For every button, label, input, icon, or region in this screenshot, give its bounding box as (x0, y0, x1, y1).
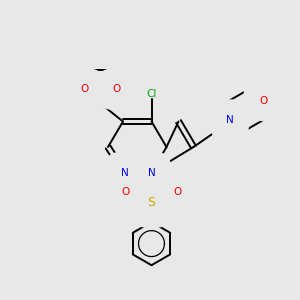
Text: N: N (148, 167, 155, 178)
Text: O: O (259, 95, 267, 106)
Text: N: N (226, 115, 233, 125)
Text: O: O (80, 84, 88, 94)
Text: O: O (112, 84, 121, 94)
Text: O: O (121, 187, 130, 197)
Text: O: O (173, 187, 182, 197)
Text: N: N (121, 167, 128, 178)
Text: S: S (148, 196, 155, 209)
Text: Cl: Cl (146, 88, 157, 99)
